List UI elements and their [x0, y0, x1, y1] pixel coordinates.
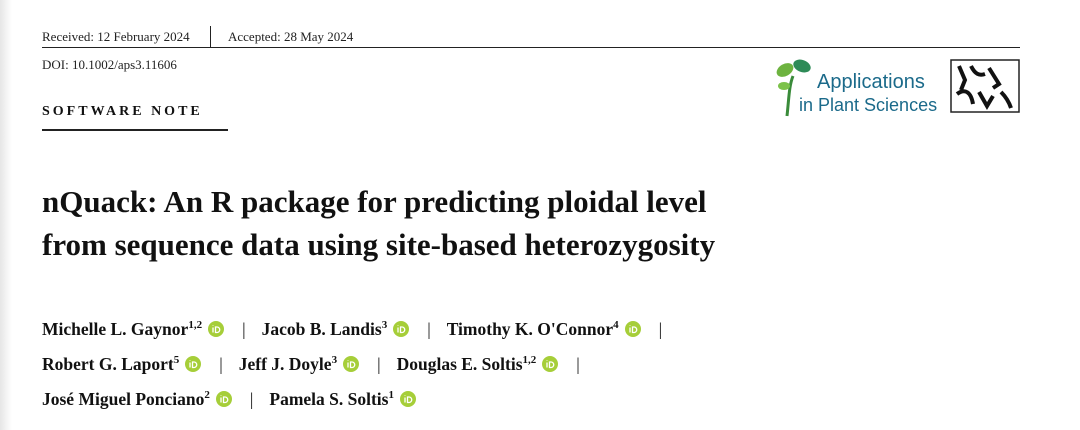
author-list: Michelle L. Gaynor1,2 | Jacob B. Landis3 | T… — [42, 312, 678, 417]
title-line: from sequence data using site-based hete… — [42, 227, 716, 262]
affiliation: 1,2 — [188, 319, 203, 332]
edge-shade — [0, 0, 12, 430]
orcid-mark — [212, 325, 221, 334]
author-name: Robert G. Laport — [42, 354, 174, 374]
orcid-mark — [629, 325, 637, 334]
author-name: Jeff J. Doyle — [238, 354, 332, 374]
title-line: nQuack: An R package for predicting ploi… — [42, 184, 707, 219]
orcid-icon — [624, 321, 641, 337]
separator: | — [658, 319, 663, 339]
author-name: Timothy K. O'Connor — [446, 319, 614, 339]
author-name: Douglas E. Soltis — [396, 354, 523, 374]
separator: | — [576, 354, 580, 374]
orcid-icon — [542, 356, 559, 372]
affiliation: 1 — [388, 389, 394, 402]
author-name: Michelle L. Gaynor — [42, 319, 189, 339]
separator: | — [242, 319, 246, 339]
orcid-mark — [220, 395, 229, 404]
orcid-icon — [393, 321, 410, 337]
orcid-icon — [185, 356, 202, 372]
separator: | — [427, 319, 431, 339]
accepted: Accepted: 28 May 2024 — [228, 29, 354, 44]
orcid-icon — [215, 391, 232, 407]
separator: | — [377, 354, 381, 374]
divider — [210, 26, 211, 47]
title: nQuack: An R package for predicting ploi… — [42, 180, 715, 266]
journal-name: Applications — [817, 71, 925, 93]
author-line: Michelle L. Gaynor1,2 | Jacob B. Landis3 | T… — [42, 312, 678, 347]
received: Received: 12 February 2024 — [42, 29, 190, 44]
affiliation: 3 — [331, 354, 338, 367]
orcid-icon — [208, 321, 225, 337]
orcid-mark — [397, 325, 406, 334]
affiliation: 4 — [613, 319, 619, 332]
orcid-mark — [404, 395, 413, 404]
author-name: Jacob B. Landis — [261, 319, 382, 339]
section-label: SOFTWARE NOTE — [42, 104, 203, 119]
orcid-mark — [189, 360, 198, 369]
separator: | — [219, 354, 223, 374]
doi: DOI: 10.1002/aps3.11606 — [42, 57, 177, 72]
section-underline — [42, 129, 228, 131]
author-line: José Miguel Ponciano2 | Pamela S. Soltis1 — [42, 382, 678, 417]
affiliation: 5 — [173, 354, 180, 367]
rule — [42, 47, 1020, 48]
journal-logo — [776, 59, 1020, 117]
journal-name: in Plant Sciences — [799, 95, 938, 115]
orcid-icon — [343, 356, 360, 372]
affiliation: 2 — [204, 389, 210, 402]
orcid-mark — [347, 360, 356, 369]
affiliation: 1,2 — [522, 354, 537, 367]
orcid-mark — [546, 360, 555, 369]
separator: | — [249, 389, 254, 409]
author-name: Pamela S. Soltis — [269, 389, 389, 409]
affiliation: 3 — [381, 319, 388, 332]
orcid-icon — [399, 391, 416, 407]
author-line: Robert G. Laport5 | Jeff J. Doyle3 | Douglas… — [42, 347, 678, 382]
author-name: José Miguel Ponciano — [42, 389, 205, 409]
